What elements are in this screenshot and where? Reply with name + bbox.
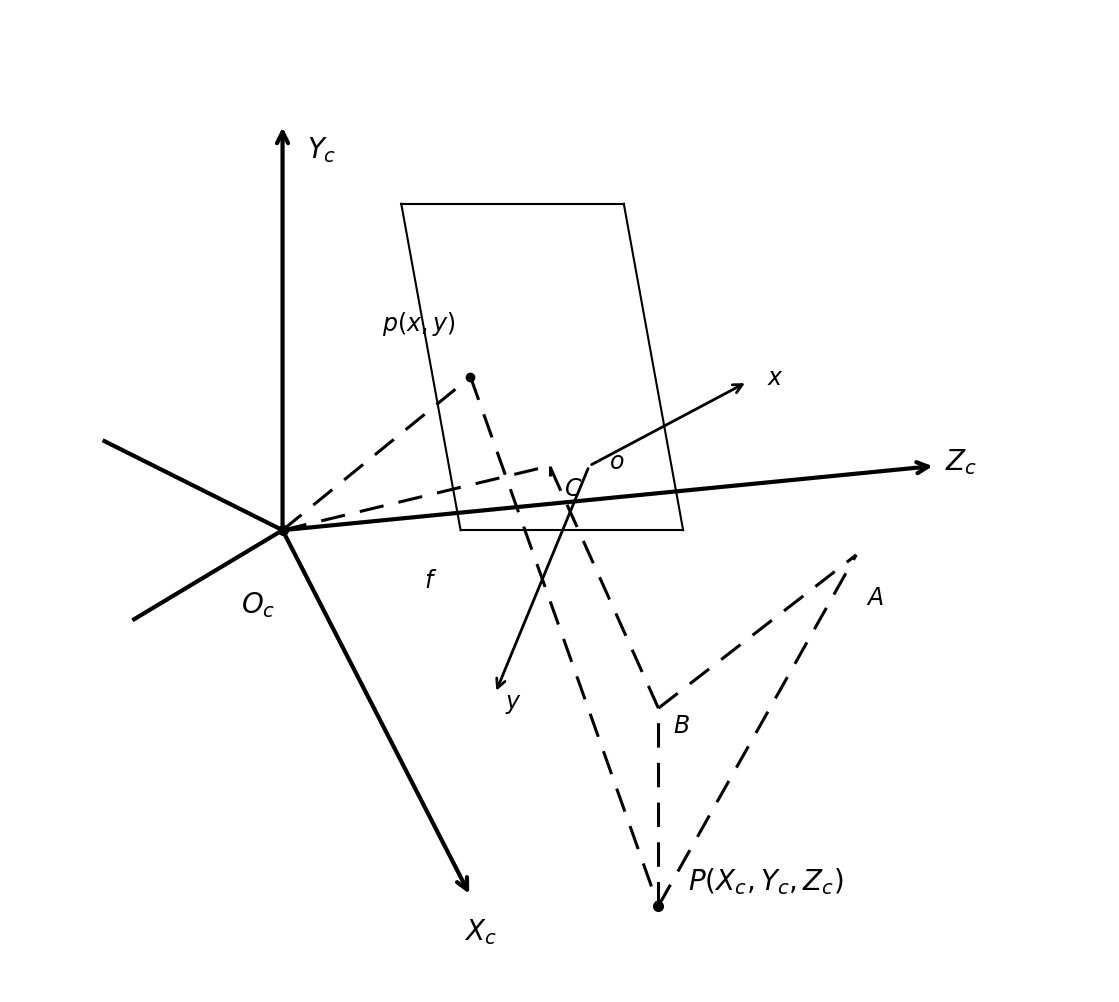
Text: $P(X_c, Y_c, Z_c)$: $P(X_c, Y_c, Z_c)$	[688, 866, 844, 896]
Text: $X_c$: $X_c$	[464, 916, 497, 946]
Text: $C$: $C$	[564, 476, 583, 500]
Text: $O_c$: $O_c$	[241, 590, 275, 619]
Text: $A$: $A$	[866, 585, 884, 609]
Text: $Y_c$: $Y_c$	[308, 135, 337, 165]
Text: $Z_c$: $Z_c$	[946, 447, 977, 476]
Text: $y$: $y$	[505, 691, 521, 715]
Text: $B$: $B$	[674, 713, 690, 737]
Text: $f$: $f$	[424, 568, 438, 592]
Text: $x$: $x$	[768, 366, 784, 390]
Text: $o$: $o$	[609, 450, 624, 474]
Text: $p(x, y)$: $p(x, y)$	[383, 310, 455, 338]
